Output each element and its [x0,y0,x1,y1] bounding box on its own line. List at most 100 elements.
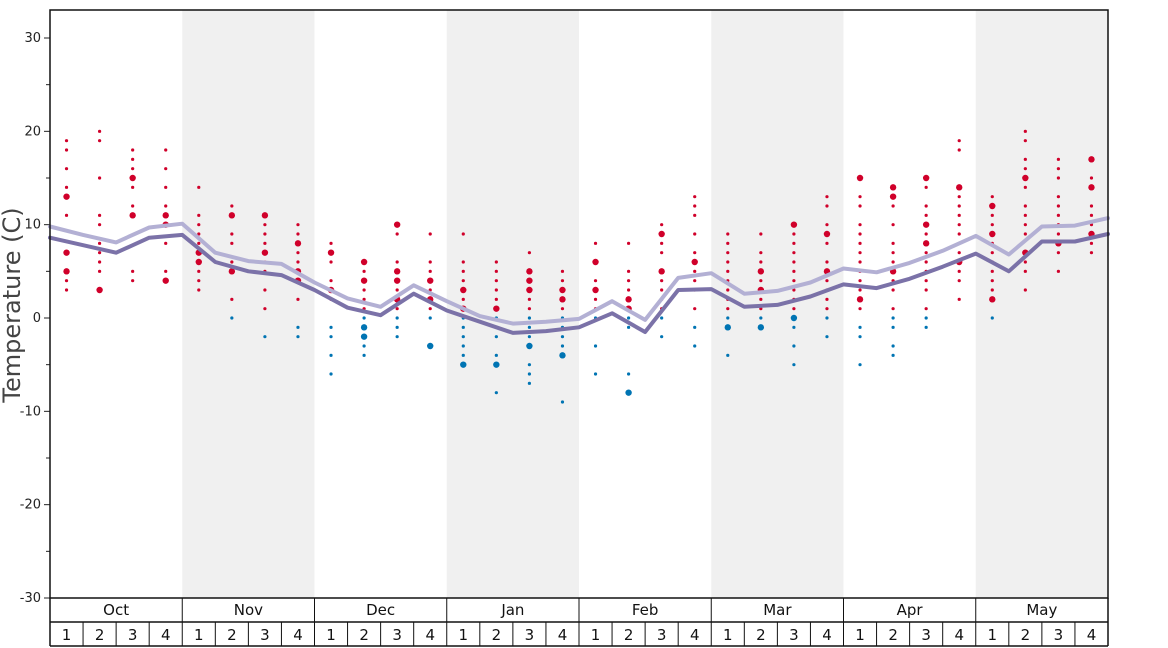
warm-temp-dot [990,195,994,199]
warm-temp-dot [1089,204,1094,208]
warm-temp-dot [360,277,368,284]
week-label: 1 [723,626,733,644]
warm-temp-dot [64,167,69,171]
warm-temp-dot [990,251,994,255]
warm-temp-dot [97,251,102,255]
warm-temp-dot [956,184,963,191]
warm-temp-dot [593,241,598,245]
y-axis-layer: 30 20 10 0 -10 -20 -30 [20,31,50,606]
week-label: 1 [62,626,72,644]
warm-temp-dot [1056,167,1061,171]
warm-temp-dot [461,260,465,264]
cold-temp-dot [924,325,928,329]
warm-temp-dot [228,212,236,219]
cold-temp-dot [990,316,994,320]
month-shading-layer [182,10,1108,598]
warm-temp-dot [64,148,69,152]
warm-temp-dot [97,213,102,217]
month-shade-nov [182,10,315,598]
warm-temp-dot [162,277,169,284]
warm-temp-dot [1089,251,1094,255]
warm-temp-dot [792,251,796,255]
warm-temp-dot [593,279,598,283]
warm-temp-dot [296,260,300,264]
warm-temp-dot [726,251,730,255]
warm-temp-dot [792,260,796,264]
cold-temp-dot [527,316,532,320]
warm-temp-dot [891,251,895,255]
cold-temp-dot [427,342,434,350]
warm-temp-dot [97,176,102,180]
week-label: 1 [988,626,998,644]
cold-temp-dot [693,325,697,329]
warm-temp-dot [790,221,798,228]
warm-temp-dot [131,185,135,189]
cold-temp-dot [527,372,532,376]
warm-temp-dot [1023,269,1027,273]
warm-temp-dot [924,185,928,189]
lower-temperature-line [48,232,1110,335]
warm-temp-dot [1056,213,1061,217]
warm-temp-dot [922,221,930,228]
warm-temp-dot [526,286,533,294]
warm-temp-dot [726,232,730,236]
warm-temp-dot [660,279,664,283]
cold-temp-dot [593,344,598,348]
week-label: 1 [459,626,469,644]
warm-temp-dot [97,269,102,273]
warm-temp-dot [461,279,465,283]
warm-temp-dot [660,241,664,245]
warm-temp-dot [164,167,168,171]
warm-temp-dot [327,249,335,256]
cold-temp-dot [395,325,399,329]
cold-temp-dot [360,333,368,340]
warm-temp-dot [230,260,234,264]
warm-temp-dot [296,251,300,255]
warm-temp-dot [162,212,169,219]
cold-temp-dot [759,316,763,320]
warm-temp-dot [891,223,895,227]
warm-temp-dot [957,297,961,301]
warm-temp-dot [593,297,598,301]
warm-temp-dot [858,241,862,245]
warm-temp-dot [197,241,201,245]
week-label: 3 [657,626,667,644]
warm-temp-dot [858,232,862,236]
cold-temp-dot [494,335,498,339]
week-label: 4 [822,626,832,644]
warm-temp-dot [294,240,302,247]
warm-temp-dot [527,297,532,301]
warm-temp-dot [626,279,631,283]
month-label-dec: Dec [366,601,395,619]
warm-temp-dot [329,260,333,264]
warm-temp-dot [1023,167,1027,171]
cold-temp-dot [296,335,300,339]
warm-temp-dot [494,288,498,292]
warm-temp-dot [197,288,201,292]
warm-temp-dot [428,269,432,273]
warm-temp-dot [924,204,928,208]
warm-temp-dot [1056,251,1061,255]
cold-temp-dot [660,316,664,320]
cold-temp-dot [560,400,565,404]
warm-temp-dot [129,174,136,182]
cold-temp-dot [362,316,366,320]
warm-temp-dot [990,288,994,292]
warm-temp-dot [461,232,465,236]
warm-temp-dot [560,269,565,273]
month-label-feb: Feb [632,601,659,619]
cold-temp-dot [296,325,300,329]
warm-temp-dot [362,297,366,301]
cold-temp-dot [527,335,532,339]
warm-temp-dot [296,297,300,301]
warm-temp-dot [693,307,697,311]
warm-temp-dot [858,288,862,292]
warm-temp-dot [957,279,961,283]
warm-temp-dot [131,148,135,152]
week-label: 2 [756,626,766,644]
cold-temp-dot [461,344,465,348]
warm-temp-dot [1023,232,1027,236]
warm-temp-dot [660,288,664,292]
warm-temp-dot [129,212,136,219]
